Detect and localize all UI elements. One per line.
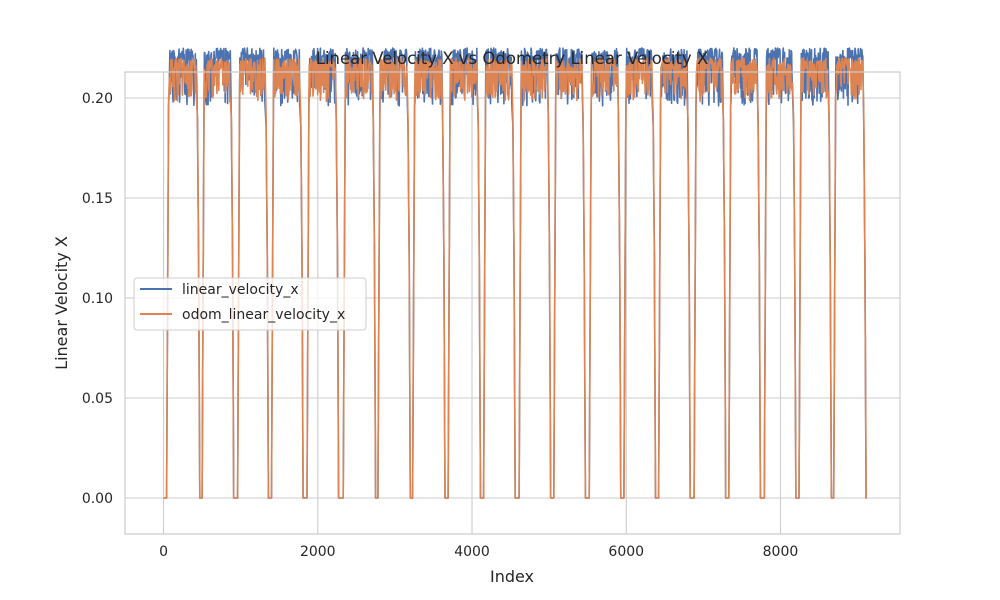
y-tick-label: 0.10: [82, 291, 113, 307]
legend-box: [133, 277, 367, 331]
y-tick-label: 0.00: [82, 491, 113, 507]
x-tick-label: 8000: [763, 544, 799, 560]
legend-label-odom-linear-velocity-x: odom_linear_velocity_x: [182, 307, 345, 323]
x-axis-label: Index: [490, 567, 534, 586]
chart-title: Linear Velocity X vs Odometry Linear Vel…: [316, 49, 709, 68]
legend-label-linear-velocity-x: linear_velocity_x: [182, 282, 299, 298]
plot-frame: [124, 71, 901, 535]
y-axis-label: Linear Velocity X: [52, 236, 71, 370]
x-tick-label: 0: [159, 544, 168, 560]
series-line-odom-linear-velocity-x: [163, 57, 867, 499]
x-tick-label: 2000: [300, 544, 336, 560]
ticks: 0 2000 4000 6000 8000 0.00 0.05 0.10 0.15 0.20: [82, 91, 798, 560]
series-layer: [163, 47, 867, 499]
y-tick-label: 0.15: [82, 191, 113, 207]
y-tick-label: 0.20: [82, 91, 113, 107]
y-tick-label: 0.05: [82, 391, 113, 407]
legend: linear_velocity_x odom_linear_velocity_x: [133, 277, 367, 331]
x-tick-label: 6000: [608, 544, 644, 560]
x-tick-label: 4000: [454, 544, 490, 560]
